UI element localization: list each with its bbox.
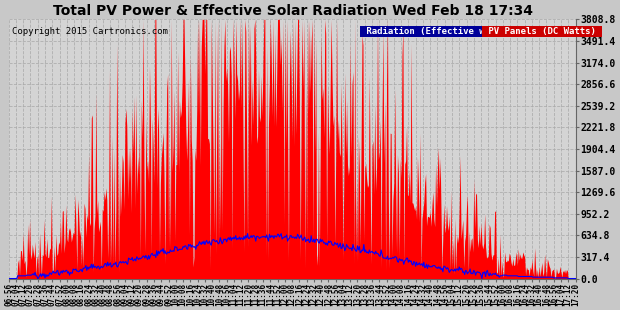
Title: Total PV Power & Effective Solar Radiation Wed Feb 18 17:34: Total PV Power & Effective Solar Radiati… xyxy=(53,4,533,18)
Text: Copyright 2015 Cartronics.com: Copyright 2015 Cartronics.com xyxy=(12,27,167,36)
Text: Radiation (Effective w/m2): Radiation (Effective w/m2) xyxy=(361,27,511,36)
Text: PV Panels (DC Watts): PV Panels (DC Watts) xyxy=(483,27,601,36)
